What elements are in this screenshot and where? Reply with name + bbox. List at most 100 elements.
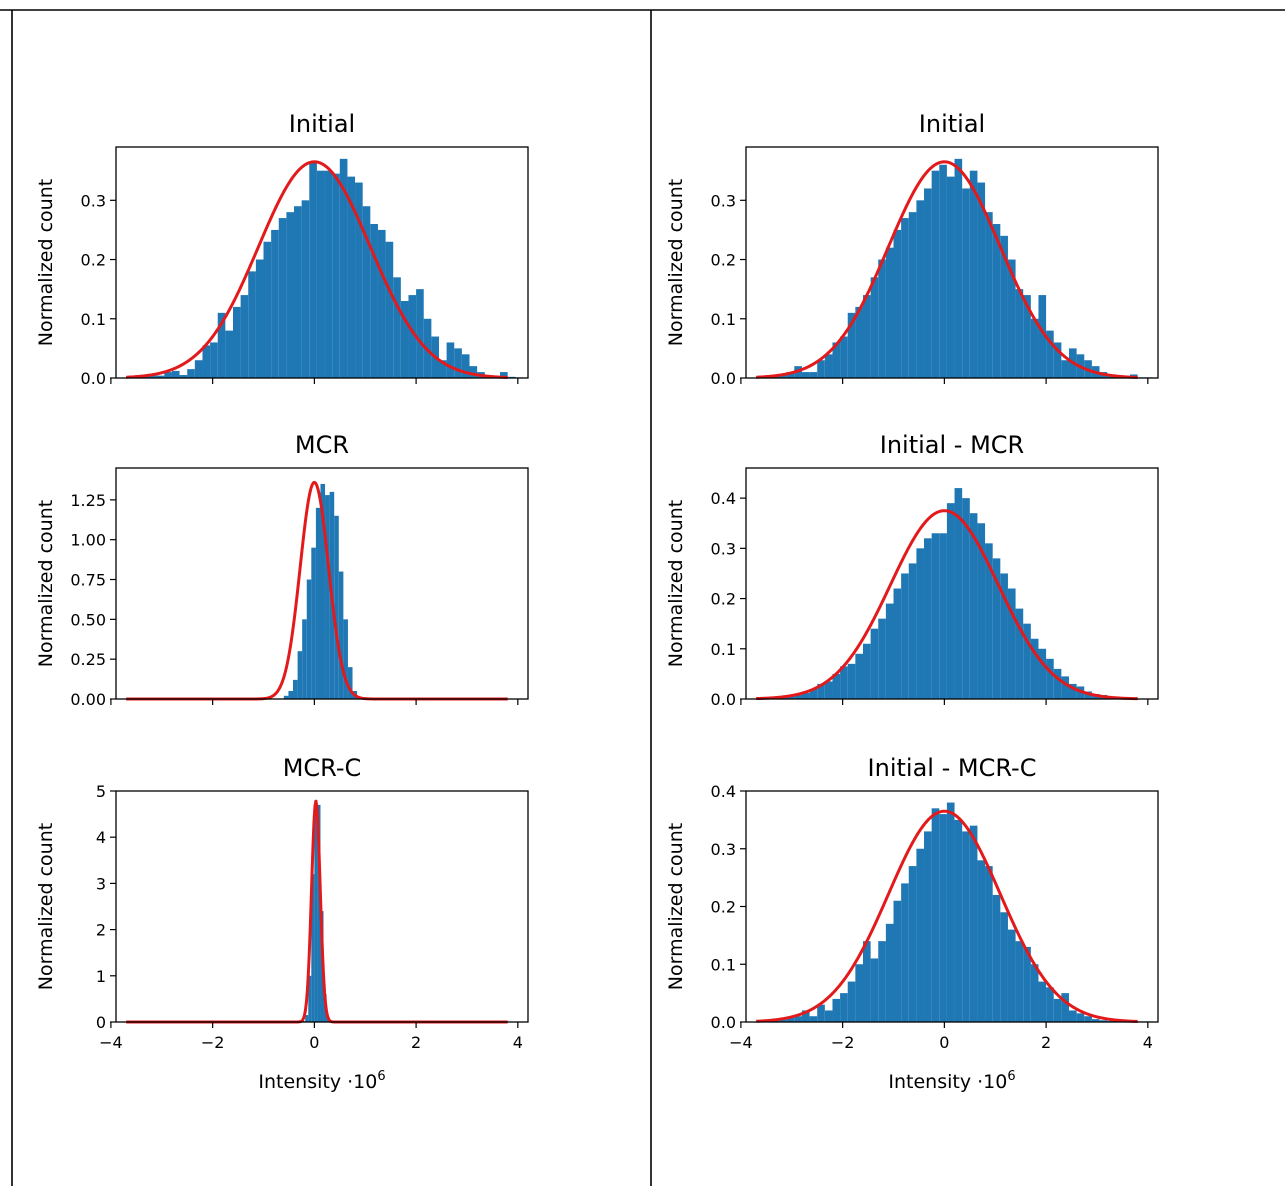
- histogram-bar: [1053, 342, 1062, 378]
- chart-title: MCR: [295, 431, 349, 459]
- histogram-bar: [156, 375, 165, 378]
- histogram-bar: [469, 366, 478, 378]
- histogram-bar: [339, 158, 348, 378]
- histogram-bar: [939, 164, 947, 378]
- histogram-bar: [855, 306, 863, 378]
- histogram-bar: [1076, 1013, 1085, 1022]
- histogram-bar: [171, 370, 180, 378]
- histogram-bar: [855, 964, 863, 1022]
- histogram-bar: [985, 212, 993, 378]
- histogram-bar: [908, 212, 917, 378]
- histogram-bar: [832, 998, 841, 1022]
- y-tick-label: 4: [96, 828, 106, 847]
- x-axis-label: Intensity ·106: [258, 1069, 385, 1093]
- histogram-bar: [1046, 987, 1054, 1022]
- histogram-bar: [855, 653, 863, 699]
- histogram-bar: [985, 543, 993, 699]
- histogram-bar: [416, 289, 424, 378]
- histogram-bar: [1023, 295, 1031, 378]
- histogram-bar: [969, 170, 978, 378]
- histogram-bar: [377, 229, 386, 378]
- y-tick-label: 0.0: [711, 1013, 736, 1032]
- histogram-bar: [308, 975, 312, 1022]
- x-tick-label: −2: [831, 1033, 855, 1052]
- histogram-bar: [985, 866, 993, 1022]
- x-tick-label: 4: [513, 1033, 523, 1052]
- histogram-bar: [288, 691, 294, 699]
- gaussian-fit-line: [755, 509, 1139, 701]
- histogram-bar: [962, 188, 970, 378]
- histogram-bar: [1000, 573, 1008, 699]
- histogram-bar: [164, 372, 172, 378]
- histogram-bar: [977, 523, 986, 699]
- histogram-bar: [278, 218, 287, 378]
- plot-frame: [745, 146, 1159, 379]
- histogram-bar: [400, 301, 409, 378]
- histogram-bar: [794, 694, 802, 699]
- y-tick-label: 0.2: [711, 590, 736, 609]
- histogram-bar: [393, 277, 401, 378]
- x-tick-label: 2: [1041, 1033, 1051, 1052]
- histogram-bar: [454, 348, 462, 378]
- histogram-bar: [885, 923, 894, 1022]
- histogram-bar: [217, 312, 226, 378]
- histogram-bar: [840, 666, 848, 699]
- histogram-bar: [946, 503, 955, 699]
- histogram-bar: [210, 342, 218, 378]
- histogram-bar: [1038, 648, 1047, 699]
- chart-panel-5: 0 1 2 3 4 5 −4 −2 0 2 4 MCR-C Normalized count Intens…: [35, 754, 529, 1093]
- histogram-bar: [1000, 912, 1008, 1022]
- histogram-bar: [1061, 993, 1069, 1023]
- histogram-bar: [334, 515, 339, 699]
- histogram-bar: [1030, 318, 1039, 378]
- histogram-bar: [1015, 941, 1024, 1022]
- y-tick-label: 0.3: [711, 840, 736, 859]
- y-tick-label: 0.3: [81, 191, 106, 210]
- gaussian-fit-line: [755, 809, 1139, 1023]
- histogram-bar: [438, 360, 447, 378]
- plot-frame: [745, 467, 1159, 700]
- histogram-bar: [870, 628, 879, 699]
- y-tick-label: 0.25: [70, 650, 106, 669]
- y-axis-label: Normalized count: [35, 500, 57, 667]
- histogram-bar: [240, 295, 249, 378]
- histogram-bar: [916, 548, 925, 699]
- histogram-bar: [931, 533, 940, 699]
- x-tick-label: −4: [729, 1033, 753, 1052]
- y-tick-label: 0.2: [81, 251, 106, 270]
- histogram-bar: [862, 941, 871, 1022]
- x-tick-label: −2: [201, 1033, 225, 1052]
- histogram-bar: [908, 563, 917, 699]
- y-tick-label: 0.1: [81, 310, 106, 329]
- histogram-bar: [202, 345, 211, 378]
- chart-title: Initial - MCR-C: [868, 754, 1037, 782]
- histogram-bar: [1053, 668, 1062, 699]
- histogram-bar: [306, 579, 312, 699]
- histogram-bar: [446, 342, 455, 378]
- page-frame: [0, 9, 1285, 1186]
- y-tick-label: 0.0: [711, 690, 736, 709]
- histogram-bar: [315, 507, 321, 699]
- x-axis-label-exponent: 6: [377, 1069, 385, 1084]
- histogram-bar: [817, 683, 825, 699]
- histogram-bar: [408, 295, 417, 378]
- y-tick-label: 0.0: [711, 369, 736, 388]
- chart-panel-2: 0.0 0.1 0.2 0.3 Initial Normalized count: [665, 110, 1159, 388]
- histogram-bar: [1007, 929, 1016, 1022]
- histogram-bar: [969, 825, 978, 1022]
- histogram-bar: [324, 170, 333, 378]
- histogram-bar: [263, 241, 272, 378]
- y-axis-label: Normalized count: [665, 500, 687, 667]
- y-tick-label: 1.00: [70, 531, 106, 550]
- histogram-bar: [1068, 683, 1077, 699]
- histogram-bar: [332, 173, 340, 378]
- histogram-bar: [847, 312, 856, 378]
- histogram-bar: [1046, 658, 1054, 699]
- histogram-bar: [232, 306, 241, 378]
- histogram-bar: [870, 277, 879, 378]
- histogram-bar: [225, 330, 233, 378]
- histogram-bar: [316, 170, 325, 378]
- histogram-bar: [301, 200, 310, 378]
